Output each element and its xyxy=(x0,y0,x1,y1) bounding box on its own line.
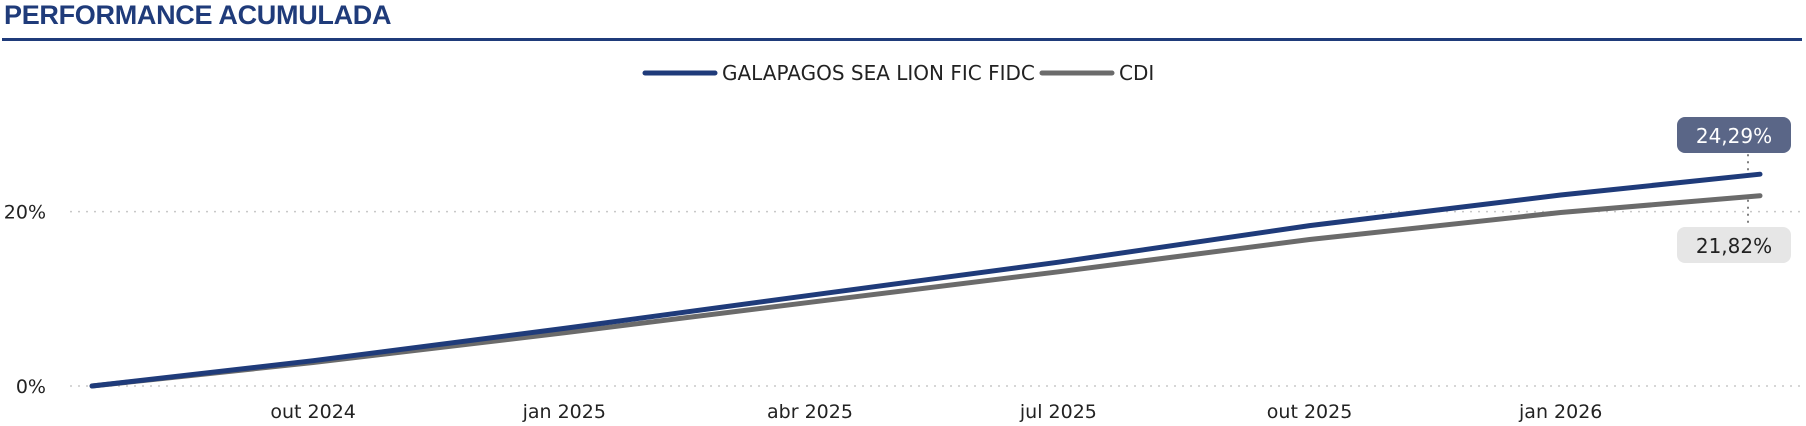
chart-gridlines xyxy=(70,210,1800,387)
end-label-cdi: 21,82% xyxy=(1696,234,1772,258)
legend-label-cdi: CDI xyxy=(1119,61,1154,85)
x-tick-label: out 2024 xyxy=(270,401,356,423)
end-badge-fund xyxy=(1677,117,1791,153)
chart-legend: GALAPAGOS SEA LION FIC FIDC CDI xyxy=(642,61,1154,85)
x-tick-label: abr 2025 xyxy=(767,401,853,423)
end-badge-cdi xyxy=(1677,227,1791,263)
chart-series xyxy=(89,171,1763,389)
series-line-fund xyxy=(89,171,1763,389)
x-tick-label: jan 2025 xyxy=(522,401,606,423)
y-tick-label: 20% xyxy=(4,202,46,224)
end-label-fund: 24,29% xyxy=(1696,124,1772,148)
x-tick-label: out 2025 xyxy=(1267,401,1353,423)
end-value-labels: 24,29% 21,82% xyxy=(1677,117,1791,263)
title-divider xyxy=(2,38,1802,41)
y-tick-label: 0% xyxy=(16,376,46,398)
x-tick-label: jul 2025 xyxy=(1019,401,1097,423)
page-title: PERFORMANCE ACUMULADA xyxy=(4,0,392,30)
y-axis-ticks: 0% 20% xyxy=(4,202,46,398)
legend-label-fund: GALAPAGOS SEA LION FIC FIDC xyxy=(722,61,1035,85)
x-tick-label: jan 2026 xyxy=(1518,401,1602,423)
x-axis-ticks: out 2024 jan 2025 abr 2025 jul 2025 out 2025… xyxy=(270,401,1602,423)
